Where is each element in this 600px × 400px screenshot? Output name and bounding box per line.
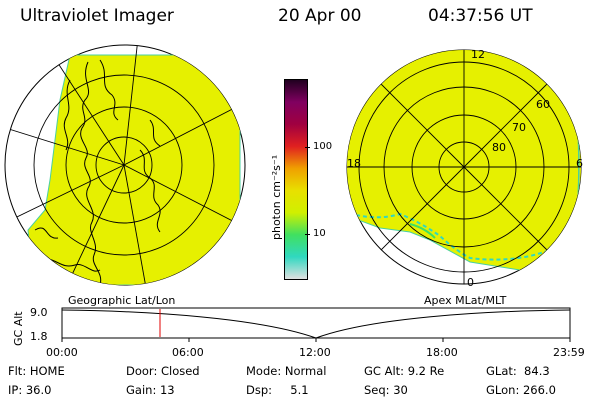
mlt-6-label: 6 (576, 157, 583, 170)
mlat-80-label: 80 (492, 141, 506, 154)
timeline-ytick-low: 1.8 (30, 330, 48, 343)
ip-info: IP: 36.0 (8, 383, 52, 397)
colorbar-label-100: 100 (313, 141, 333, 152)
date-label: 20 Apr 00 (278, 6, 362, 26)
gain-info: Gain: 13 (126, 383, 175, 397)
instrument-title: Ultraviolet Imager (20, 6, 174, 26)
mlat-60-label: 60 (536, 98, 550, 111)
timeline-xtick-0000: 00:00 (46, 346, 78, 359)
timeline-x-ticks (61, 338, 571, 342)
timeline-xtick-1800: 18:00 (426, 346, 458, 359)
mlat-70-label: 70 (512, 121, 526, 134)
mode-info: Mode: Normal (246, 364, 327, 378)
glat-info: GLat: 84.3 (486, 364, 550, 378)
time-label: 04:37:56 UT (428, 6, 533, 26)
colorbar-tick-10 (305, 234, 310, 235)
glon-info: GLon: 266.0 (486, 383, 556, 397)
mlt-0-label: 0 (467, 276, 474, 289)
sequence-info: Seq: 30 (364, 383, 408, 397)
geographic-caption: Geographic Lat/Lon (68, 294, 176, 307)
timeline-ytick-high: 9.0 (30, 306, 48, 319)
dsp-info: Dsp: 5.1 (246, 383, 309, 397)
colorbar-gradient (285, 80, 307, 279)
timeline-xtick-0600: 06:00 (172, 346, 204, 359)
timeline-xtick-1200: 12:00 (299, 346, 331, 359)
gc-altitude-info: GC Alt: 9.2 Re (364, 364, 445, 378)
colorbar-tick-100 (305, 147, 310, 148)
altitude-curve (61, 309, 571, 339)
mlt-12-label: 12 (471, 48, 485, 61)
mlt-18-label: 18 (347, 157, 361, 170)
colorbar-label-10: 10 (313, 228, 326, 239)
apex-caption: Apex MLat/MLT (424, 294, 507, 307)
flight-info: Flt: HOME (8, 364, 65, 378)
door-info: Door: Closed (126, 364, 200, 378)
timeline-xtick-2359: 23:59 (553, 346, 585, 359)
colorbar (284, 79, 308, 280)
